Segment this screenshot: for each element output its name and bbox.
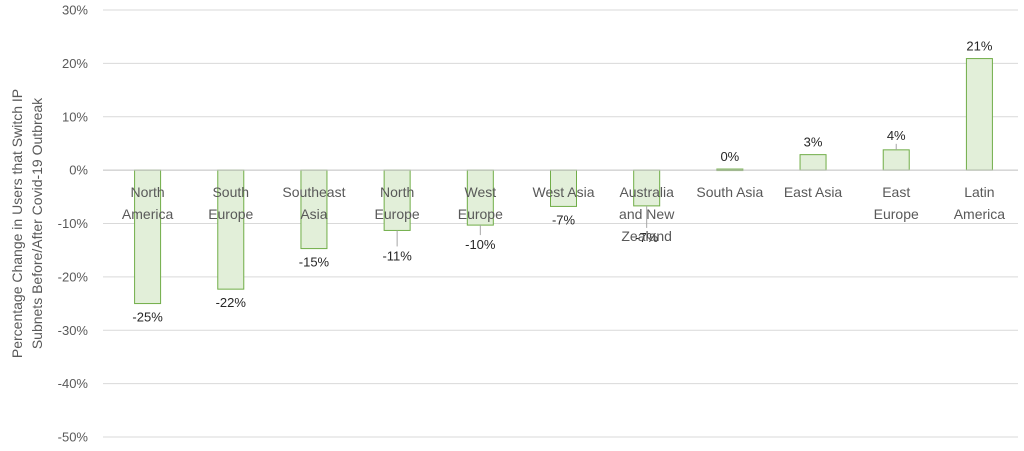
category-label-line: Europe <box>208 206 253 222</box>
data-label: -15% <box>299 255 330 270</box>
category-label-line: America <box>122 206 174 222</box>
category-label: Latin America <box>954 184 1006 222</box>
bar <box>965 58 993 171</box>
category-label-line: South <box>212 184 249 200</box>
category-label-line: East <box>882 184 910 200</box>
y-tick-label: 20% <box>62 56 88 71</box>
bars <box>134 58 993 305</box>
bar <box>217 169 245 290</box>
category-labels: North America South Europe Southeast Asia Nort… <box>122 184 1005 244</box>
category-label: South Asia <box>696 184 763 200</box>
y-axis-ticks: 30% 20% 10% 0% -10% -20% -30% -40% -50% <box>58 3 89 445</box>
y-tick-label: 30% <box>62 3 88 18</box>
data-label: 4% <box>887 128 906 143</box>
category-label: East Asia <box>784 184 843 200</box>
category-label-line: Europe <box>874 206 919 222</box>
category-label: West Asia <box>533 184 595 200</box>
y-axis-label-line: Subnets Before/After Covid-19 Outbreak <box>29 97 45 349</box>
category-label-line: North <box>380 184 414 200</box>
category-label-line: Europe <box>458 206 503 222</box>
data-label: -11% <box>382 248 412 263</box>
category-label: North America <box>122 184 174 222</box>
y-tick-label: -50% <box>58 430 89 445</box>
category-label-line: South Asia <box>696 184 763 200</box>
category-label-line: Southeast <box>282 184 345 200</box>
bar <box>799 154 827 171</box>
y-tick-label: -20% <box>58 269 89 284</box>
data-label: 21% <box>966 39 992 54</box>
data-label: 3% <box>804 135 823 150</box>
bar <box>300 169 328 250</box>
category-label: West Europe <box>458 184 503 222</box>
category-label-line: America <box>954 206 1006 222</box>
data-label: -22% <box>216 295 247 310</box>
y-axis-label: Percentage Change in Users that Switch I… <box>9 89 45 358</box>
data-labels: -25% -22% -15% -11% -10% -7% -7% 0% 3% 4% 21% <box>132 39 992 325</box>
category-label-line: Europe <box>375 206 420 222</box>
category-label-line: East Asia <box>784 184 843 200</box>
category-label: North Europe <box>375 184 420 222</box>
y-tick-label: -30% <box>58 323 89 338</box>
category-label-line: and New <box>619 206 675 222</box>
data-label: -7% <box>552 212 576 227</box>
y-axis-label-line: Percentage Change in Users that Switch I… <box>9 89 25 358</box>
gridlines <box>103 9 1018 438</box>
bar <box>466 169 494 226</box>
category-label-line: Zealand <box>621 228 672 244</box>
category-label: East Europe <box>874 184 919 222</box>
category-label-line: Asia <box>300 206 327 222</box>
data-label: -10% <box>465 237 496 252</box>
data-label: 0% <box>720 149 739 164</box>
y-tick-label: 10% <box>62 109 88 124</box>
category-label-line: West <box>464 184 496 200</box>
y-tick-label: -10% <box>58 216 89 231</box>
bar <box>134 169 162 305</box>
bar <box>882 149 910 171</box>
category-label-line: North <box>130 184 164 200</box>
y-tick-label: -40% <box>58 376 89 391</box>
category-label: Australia and New Zealand <box>619 184 675 244</box>
y-tick-label: 0% <box>69 163 88 178</box>
category-label-line: Australia <box>619 184 674 200</box>
category-label-line: West Asia <box>533 184 595 200</box>
category-label: Southeast Asia <box>282 184 345 222</box>
category-label: South Europe <box>208 184 253 222</box>
data-label: -25% <box>132 310 163 325</box>
label-connectors <box>396 143 897 247</box>
data-label: -7% <box>635 230 659 245</box>
category-label-line: Latin <box>964 184 994 200</box>
